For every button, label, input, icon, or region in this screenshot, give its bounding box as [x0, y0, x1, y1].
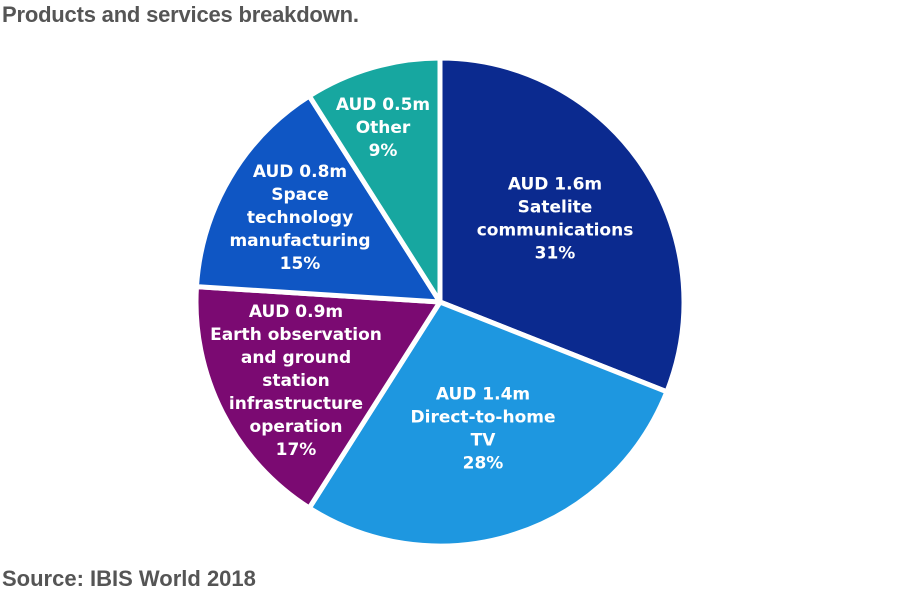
slice-amount: AUD 0.5m: [336, 95, 430, 115]
slice-name-line: TV: [471, 431, 497, 451]
chart-title: Products and services breakdown.: [2, 2, 359, 27]
slice-name-line: Earth observation: [210, 325, 382, 345]
slice-name-line: and ground: [241, 348, 351, 368]
slice-name-line: station: [262, 371, 329, 391]
slice-amount: AUD 0.9m: [249, 302, 343, 322]
slice-amount: AUD 1.6m: [508, 175, 602, 195]
slice-amount: AUD 1.4m: [436, 385, 530, 405]
pie-slice-3: [193, 284, 443, 511]
slice-name-line: Satelite: [518, 198, 593, 218]
slice-percent: 31%: [535, 244, 576, 264]
pie-slices: [193, 55, 687, 549]
pie-slice-5: [306, 55, 443, 305]
source-note: Source: IBIS World 2018: [2, 566, 256, 591]
slice-name-line: Other: [356, 118, 411, 138]
slice-name-line: infrastructure: [229, 394, 363, 414]
slice-label-5: AUD 0.5m Other 9%: [336, 95, 430, 161]
slice-percent: 9%: [369, 141, 398, 161]
pie-slice-2: [306, 299, 670, 549]
slice-label-4: AUD 0.8m Space technology manufacturing 15%: [229, 162, 370, 274]
pie-slice-1: [437, 55, 687, 395]
slice-name-line: Space: [271, 185, 329, 205]
slice-percent: 17%: [276, 440, 317, 460]
slice-name-line: manufacturing: [229, 231, 370, 251]
slice-name-line: communications: [477, 221, 634, 241]
pie-slice-4: [193, 93, 443, 305]
slice-label-1: AUD 1.6m Satelite communications 31%: [477, 175, 634, 264]
slice-label-2: AUD 1.4m Direct-to-home TV 28%: [411, 385, 556, 474]
slice-name-line: technology: [247, 208, 353, 228]
pie-labels: AUD 1.6m Satelite communications 31% AUD 1.4…: [210, 95, 633, 474]
slice-percent: 28%: [463, 454, 504, 474]
slice-amount: AUD 0.8m: [253, 162, 347, 182]
slice-label-3: AUD 0.9m Earth observation and ground stati…: [210, 302, 382, 460]
slice-name-line: Direct-to-home: [411, 408, 556, 428]
slice-name-line: operation: [250, 417, 343, 437]
slice-percent: 15%: [280, 254, 321, 274]
